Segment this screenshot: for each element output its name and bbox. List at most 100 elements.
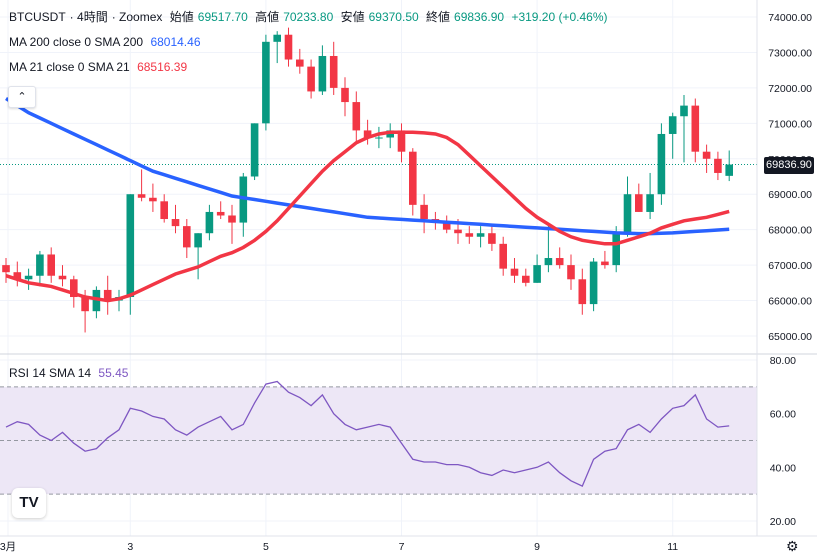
candle-body <box>149 197 157 202</box>
time-tick-label: 11 <box>667 541 678 553</box>
price-tick-label: 66000.00 <box>768 296 812 308</box>
candle-body <box>725 164 733 176</box>
candle-body <box>47 254 55 276</box>
candle-body <box>13 272 22 280</box>
candle-body <box>194 233 202 248</box>
last-price-tag: 69836.90 <box>764 157 814 174</box>
candle-body <box>307 66 315 92</box>
time-tick-label: 9 <box>534 541 540 553</box>
candle-body <box>341 87 349 103</box>
candle-body <box>691 105 700 152</box>
price-tick-label: 73000.00 <box>768 47 812 59</box>
candle-body <box>657 133 666 195</box>
candle-body <box>262 41 270 124</box>
candle-body <box>567 265 575 280</box>
rsi-axis: 80.00 60.00 40.00 20.00 <box>770 355 796 528</box>
price-axis: 74000.0073000.0072000.0071000.0070000.00… <box>768 12 812 343</box>
rsi-level-lines <box>0 386 757 495</box>
time-axis: 3月 3 5 7 9 11 <box>0 541 678 553</box>
candle-body <box>702 151 711 159</box>
candle-body <box>228 215 236 223</box>
open-label: 始値 <box>169 10 194 24</box>
settings-gear-icon[interactable]: ⚙ <box>786 538 799 554</box>
candle-body <box>409 151 417 205</box>
symbol-legend: BTCUSDT · 4時間 · Zoomex 始値 69517.70 高値 70233.… <box>9 10 608 24</box>
candle-body <box>329 55 338 88</box>
candle-body <box>488 233 496 244</box>
ma200-value: 68014.46 <box>150 35 201 49</box>
ma21-legend[interactable]: MA 21 close 0 SMA 21 68516.39 <box>9 60 191 74</box>
candle-body <box>183 226 191 248</box>
ma200-label: MA 200 close 0 SMA 200 <box>9 35 144 49</box>
candle-body <box>397 130 406 152</box>
symbol-name[interactable]: BTCUSDT <box>9 10 66 24</box>
candle-body <box>216 211 225 216</box>
candle-body <box>476 233 485 237</box>
candle-body <box>623 194 632 234</box>
candle-body <box>296 59 304 67</box>
candle-body <box>363 130 372 138</box>
interval[interactable]: 4時間 <box>77 10 108 24</box>
ma21-line <box>5 130 730 303</box>
candle-body <box>601 261 609 266</box>
time-tick-label: 5 <box>263 541 269 553</box>
price-tick-label: 72000.00 <box>768 83 812 95</box>
candle-body <box>646 194 654 212</box>
candle-body <box>58 275 67 280</box>
time-tick-label: 3月 <box>0 541 16 553</box>
rsi-legend[interactable]: RSI 14 SMA 14 55.45 <box>9 366 132 380</box>
candle-body <box>420 204 428 220</box>
candle-body <box>454 229 462 234</box>
high-value: 70233.80 <box>283 10 334 24</box>
rsi-tick-label: 80.00 <box>770 355 796 367</box>
candle-body <box>578 279 587 305</box>
candle-body <box>2 265 10 273</box>
candle-body <box>499 243 507 269</box>
candle-body <box>137 194 146 198</box>
collapse-legend-button[interactable]: ⌃ <box>8 86 36 108</box>
candle-body <box>273 34 281 42</box>
ma200-legend[interactable]: MA 200 close 0 SMA 200 68014.46 <box>9 35 205 49</box>
time-tick-label: 7 <box>399 541 405 553</box>
candle-body <box>612 233 620 266</box>
price-tick-label: 74000.00 <box>768 12 812 24</box>
ma21-value: 68516.39 <box>137 60 188 74</box>
candle-body <box>160 201 168 220</box>
candle-body <box>589 261 598 305</box>
candle-body <box>555 258 564 266</box>
candle-body <box>24 275 33 280</box>
candle-body <box>680 105 688 117</box>
price-tick-label: 68000.00 <box>768 225 812 237</box>
candle-body <box>465 233 474 237</box>
candle-body <box>442 222 451 230</box>
candle-body <box>284 34 293 60</box>
ma200-line <box>5 97 730 236</box>
candle-body <box>70 279 78 298</box>
exchange: Zoomex <box>119 10 163 24</box>
change-value: +319.20 (+0.46%) <box>511 10 608 24</box>
tradingview-logo[interactable]: TV <box>12 488 46 518</box>
candle-body <box>36 254 44 276</box>
candle-body <box>126 194 135 298</box>
close-label: 終値 <box>426 10 451 24</box>
candle-body <box>250 123 259 177</box>
low-value: 69370.50 <box>368 10 419 24</box>
candle-body <box>375 137 383 139</box>
candle-body <box>522 275 530 283</box>
candle-body <box>714 158 722 173</box>
high-label: 高値 <box>255 10 280 24</box>
rsi-line <box>5 380 730 487</box>
low-label: 安値 <box>340 10 365 24</box>
candle-body <box>171 219 180 227</box>
price-tick-label: 69000.00 <box>768 189 812 201</box>
price-tick-label: 71000.00 <box>768 118 812 130</box>
candle-body <box>81 297 89 312</box>
candle-body <box>668 116 677 134</box>
rsi-label: RSI 14 SMA 14 <box>9 366 92 380</box>
rsi-value: 55.45 <box>98 366 129 380</box>
candle-body <box>635 194 643 212</box>
candle-body <box>533 265 541 283</box>
candle-body <box>205 211 214 234</box>
